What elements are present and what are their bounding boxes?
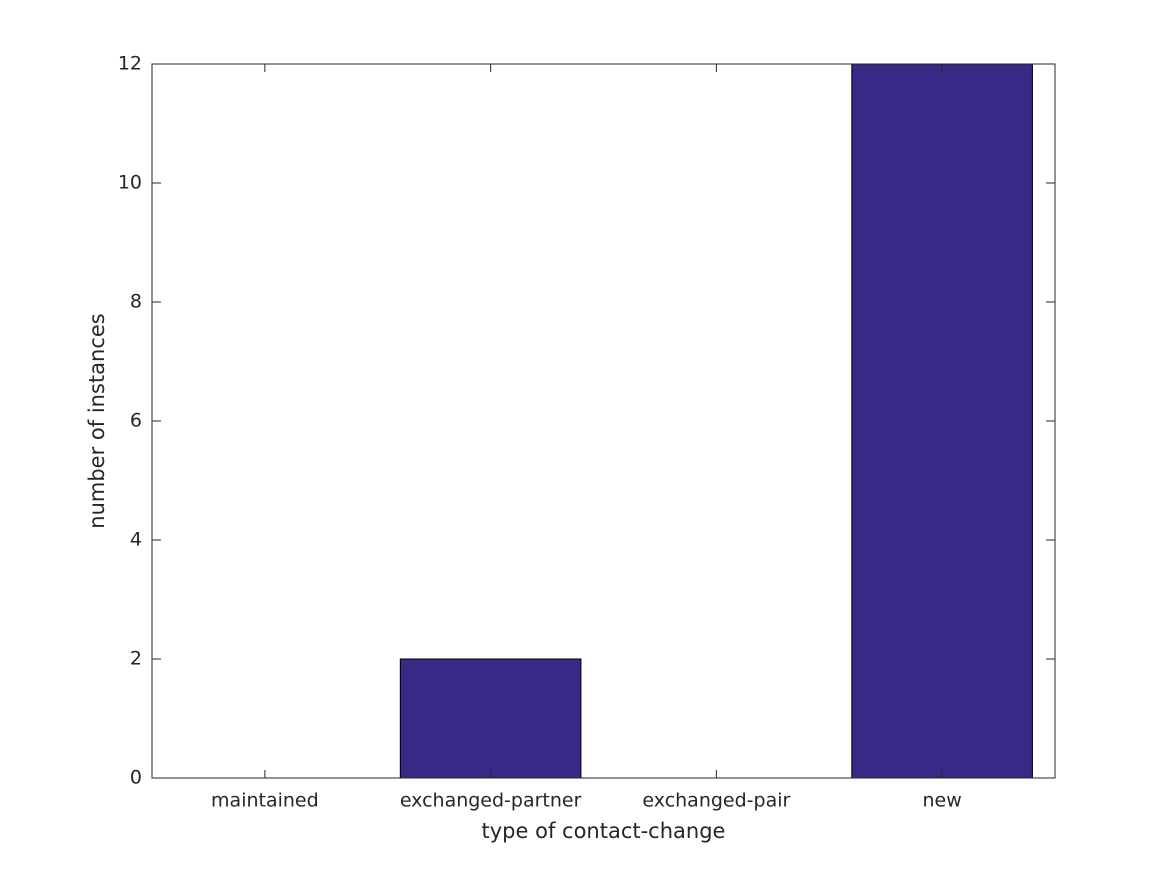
bar <box>399 658 582 779</box>
y-tick-label: 2 <box>130 648 142 670</box>
y-tick-label: 4 <box>130 529 142 551</box>
axes-box <box>151 63 1056 779</box>
x-axis-label: type of contact-change <box>482 819 726 843</box>
x-tick-label: exchanged-partner <box>400 790 582 812</box>
bar <box>851 63 1033 779</box>
y-tick-label: 8 <box>130 291 142 313</box>
y-tick-label: 6 <box>130 410 142 432</box>
x-tick-label: maintained <box>211 790 319 812</box>
y-tick-label: 12 <box>118 53 142 75</box>
x-tick-label: new <box>922 790 961 812</box>
y-axis-label: number of instances <box>85 313 109 528</box>
y-tick-label: 0 <box>130 767 142 789</box>
x-tick-label: exchanged-pair <box>642 790 790 812</box>
y-tick-label: 10 <box>118 172 142 194</box>
